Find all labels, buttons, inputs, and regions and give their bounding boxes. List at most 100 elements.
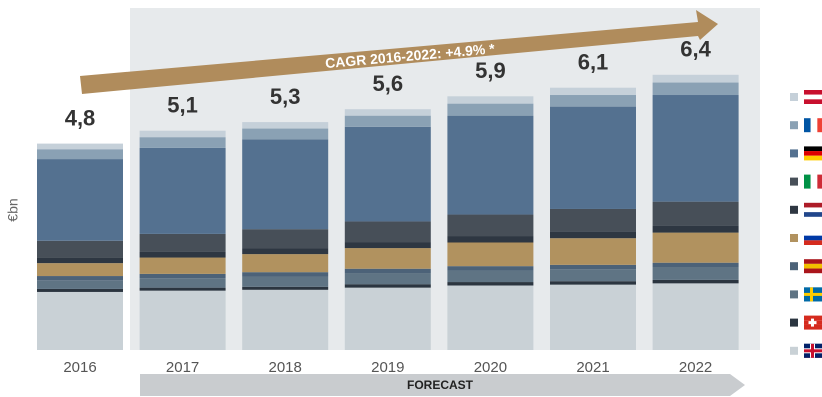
flag [808, 321, 817, 325]
total-label: 5,3 [270, 84, 301, 109]
bar-segment [550, 269, 636, 282]
bar-segment [37, 159, 123, 241]
bar-segment [242, 139, 329, 230]
bar-segment [242, 248, 329, 255]
x-tick-label: 2021 [576, 359, 609, 376]
legend-swatch [790, 262, 798, 271]
bar-segment [550, 284, 636, 350]
flag [804, 146, 822, 152]
total-label: 5,9 [475, 58, 506, 83]
bar-segment [447, 96, 534, 104]
bar-segment [550, 106, 636, 209]
bar-segment [652, 279, 739, 284]
flag [804, 235, 822, 241]
flag [804, 90, 822, 95]
bar-segment [344, 126, 431, 222]
forecast-arrow [140, 374, 745, 396]
bar-segment [447, 115, 534, 215]
legend-swatch [790, 290, 798, 299]
flag [804, 259, 822, 264]
total-label: 4,8 [65, 105, 96, 130]
bar-segment [344, 273, 431, 285]
bar-segment [550, 208, 636, 232]
bar-segment [550, 264, 636, 270]
flag [804, 212, 822, 217]
bar-segment [447, 214, 534, 237]
bar-segment [652, 95, 739, 202]
legend-swatch [790, 205, 798, 214]
forecast-label: FORECAST [407, 378, 474, 392]
bar-segment [37, 257, 123, 264]
bar-segment [447, 266, 534, 271]
bar-segment [652, 267, 739, 280]
bar-segment [139, 287, 226, 291]
bar-segment [37, 276, 123, 281]
bar-segment [139, 278, 226, 288]
x-tick-label: 2017 [166, 359, 199, 376]
bar-segment [242, 289, 329, 350]
flag [804, 315, 822, 321]
flag [804, 155, 822, 161]
flag [804, 94, 822, 100]
flag [804, 99, 822, 104]
flag [804, 349, 822, 353]
bar-segment [242, 272, 329, 277]
bar-segment [37, 263, 123, 277]
bar-segment [652, 283, 739, 350]
bar-segment [37, 143, 123, 150]
x-tick-label: 2020 [474, 359, 507, 376]
x-tick-label: 2016 [63, 359, 96, 376]
bar-segment [37, 291, 123, 350]
flag [804, 268, 822, 274]
cagr-arrow [80, 10, 718, 94]
bar-segment [344, 221, 431, 243]
bar-segment [37, 149, 123, 160]
x-tick-label: 2022 [679, 359, 712, 376]
legend-swatch [790, 121, 798, 130]
flag [804, 151, 822, 156]
legend-swatch [790, 93, 798, 101]
x-tick-label: 2019 [371, 359, 404, 376]
legend-swatch [790, 234, 798, 242]
bar-segment [652, 225, 739, 233]
flag [810, 118, 818, 133]
bar-segment [447, 282, 534, 286]
flag [804, 202, 822, 208]
flag [810, 174, 818, 189]
bar-segment [242, 128, 329, 140]
bar-segment [652, 74, 739, 83]
flag [810, 287, 813, 302]
bar-segment [447, 236, 534, 243]
bar-segment [344, 284, 431, 288]
flag [817, 118, 822, 133]
bar-segment [344, 248, 431, 269]
bar-segment [139, 251, 226, 258]
bar-segment [37, 288, 123, 292]
flag [804, 324, 822, 330]
bar-segment [447, 103, 534, 116]
bar-segment [344, 115, 431, 127]
bar-segment [447, 285, 534, 350]
flag [804, 231, 822, 236]
x-tick-label: 2018 [269, 359, 302, 376]
bar-segment [344, 268, 431, 274]
bar-segment [139, 257, 226, 274]
bar-segment [652, 201, 739, 226]
bar-segment [344, 287, 431, 350]
bar-segment [550, 231, 636, 239]
bar-segment [652, 232, 739, 263]
bar-segment [550, 87, 636, 96]
bar-segment [550, 238, 636, 265]
bar-segment [652, 82, 739, 96]
bar-segment [139, 137, 226, 148]
bar-segment [37, 280, 123, 289]
bar-segment [139, 273, 226, 279]
legend-swatch [790, 149, 798, 158]
total-label: 5,6 [373, 71, 404, 96]
bar-segment [242, 122, 329, 129]
flag [804, 240, 822, 245]
bar-segment [344, 242, 431, 249]
bar-segment [242, 229, 329, 249]
bar-segment [242, 286, 329, 290]
